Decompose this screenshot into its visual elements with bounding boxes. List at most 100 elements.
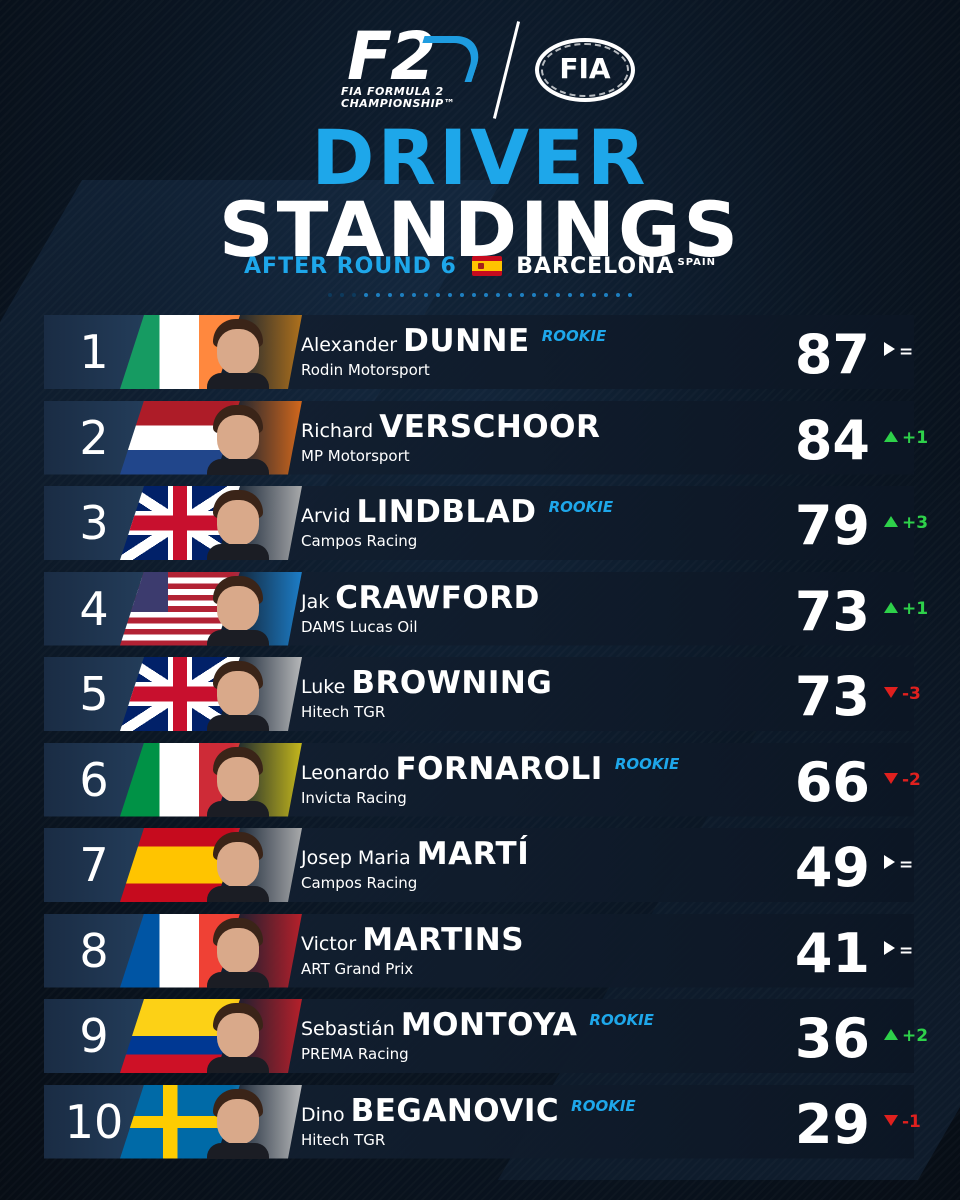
driver-name: Luke BROWNING [301, 665, 558, 701]
dot [376, 293, 380, 297]
driver-points: 73 [794, 579, 870, 643]
dot [472, 293, 476, 297]
position-number: 6 [79, 752, 109, 807]
play-icon [884, 855, 895, 869]
driver-avatar [205, 661, 271, 731]
position-number: 10 [64, 1094, 124, 1149]
driver-last-name: MONTOYA [400, 1007, 578, 1043]
dot [532, 293, 536, 297]
arrow-down-icon [884, 687, 898, 698]
driver-points: 36 [794, 1007, 870, 1070]
position-number: 2 [79, 410, 109, 465]
driver-avatar [205, 1003, 271, 1073]
header-logos: F2 FIA FORMULA 2 CHAMPIONSHIP™ FIA [0, 16, 960, 119]
country-label: SPAIN [677, 256, 716, 268]
position-change: = [884, 855, 944, 877]
team-name: Rodin Motorsport [301, 361, 430, 379]
dot [580, 293, 584, 297]
standings-row: 2 Richard VERSCHOOR MP Motorsport 84 +1 [0, 400, 960, 475]
standings-row: 9 Sebastián MONTOYA ROOKIE PREMA Racing … [0, 999, 960, 1073]
location-label: BARCELONA [516, 254, 675, 279]
arrow-up-icon [884, 430, 898, 442]
driver-points: 49 [794, 836, 870, 899]
dot [616, 293, 620, 297]
driver-first-name: Victor [301, 932, 357, 955]
arrow-up-icon [884, 1029, 898, 1040]
rookie-badge: ROOKIE [589, 1011, 654, 1029]
driver-first-name: Richard [301, 419, 374, 442]
driver-last-name: LINDBLAD [356, 494, 537, 530]
position-change: -2 [884, 770, 944, 792]
arrow-down-icon [884, 772, 898, 784]
position-change-value: +1 [902, 427, 929, 448]
position-number: 3 [79, 496, 109, 550]
position-change-value: -2 [902, 769, 921, 790]
driver-name: Victor MARTINS [301, 922, 530, 958]
position-number: 8 [79, 923, 109, 978]
dot [520, 293, 524, 297]
driver-name: Josep Maria MARTÍ [301, 836, 535, 872]
page-title: DRIVER STANDINGS [0, 113, 960, 268]
driver-avatar [205, 404, 271, 475]
rookie-badge: ROOKIE [571, 1096, 636, 1115]
standings-row: 5 Luke BROWNING Hitech TGR 73 -3 [0, 657, 960, 731]
round-label: AFTER ROUND 6 [244, 254, 457, 279]
driver-first-name: Arvid [301, 505, 351, 527]
position-change-value: +2 [902, 1026, 929, 1046]
arrow-up-icon [884, 516, 898, 527]
driver-last-name: MARTÍ [416, 836, 530, 872]
team-name: Campos Racing [301, 874, 418, 892]
driver-points: 73 [794, 665, 870, 728]
dot [568, 293, 572, 297]
f2-logo: F2 FIA FORMULA 2 CHAMPIONSHIP™ [337, 24, 487, 110]
standings-row: 7 Josep Maria MARTÍ Campos Racing 49 = [0, 828, 960, 902]
driver-last-name: VERSCHOOR [379, 408, 601, 445]
driver-name: Jak CRAWFORD [301, 580, 546, 616]
dot [628, 293, 632, 297]
position-change-value: = [899, 855, 914, 875]
driver-avatar [205, 575, 271, 646]
driver-avatar [205, 832, 271, 902]
position-change: -1 [884, 1112, 944, 1134]
dot [544, 293, 548, 297]
play-icon [884, 940, 895, 955]
dot [448, 293, 452, 297]
driver-last-name: FORNAROLI [395, 750, 603, 787]
dot [592, 293, 596, 297]
driver-avatar [205, 319, 271, 389]
position-change-value: = [899, 940, 914, 961]
position-number: 1 [79, 325, 109, 379]
position-change-value: +3 [902, 513, 929, 533]
driver-points: 41 [794, 921, 870, 985]
position-change: = [884, 342, 944, 364]
dot [556, 293, 560, 297]
driver-first-name: Luke [301, 676, 346, 698]
driver-name: Alexander DUNNE ROOKIE [301, 323, 606, 359]
driver-avatar [205, 490, 271, 560]
dot [352, 293, 356, 297]
team-name: MP Motorsport [301, 446, 410, 465]
dot [340, 293, 344, 297]
position-change: = [884, 940, 944, 963]
position-change-value: = [899, 342, 914, 362]
standings-row: 6 Leonardo FORNAROLI ROOKIE Invicta Raci… [0, 742, 960, 817]
dot [484, 293, 488, 297]
team-name: DAMS Lucas Oil [301, 617, 418, 636]
driver-last-name: DUNNE [403, 323, 530, 359]
driver-first-name: Jak [301, 590, 330, 613]
dot [460, 293, 464, 297]
driver-last-name: BROWNING [351, 665, 553, 701]
dot [388, 293, 392, 297]
title-driver: DRIVER [311, 113, 649, 202]
team-name: ART Grand Prix [301, 959, 414, 978]
position-change-value: +1 [902, 598, 929, 619]
round-subtitle: AFTER ROUND 6 BARCELONA SPAIN [0, 254, 960, 279]
arrow-down-icon [884, 1114, 898, 1126]
driver-name: Sebastián MONTOYA ROOKIE [301, 1007, 654, 1043]
driver-avatar [205, 746, 271, 817]
dot [508, 293, 512, 297]
dot [424, 293, 428, 297]
driver-points: 29 [794, 1092, 870, 1156]
dot [364, 293, 368, 297]
driver-name: Richard VERSCHOOR [301, 409, 606, 445]
